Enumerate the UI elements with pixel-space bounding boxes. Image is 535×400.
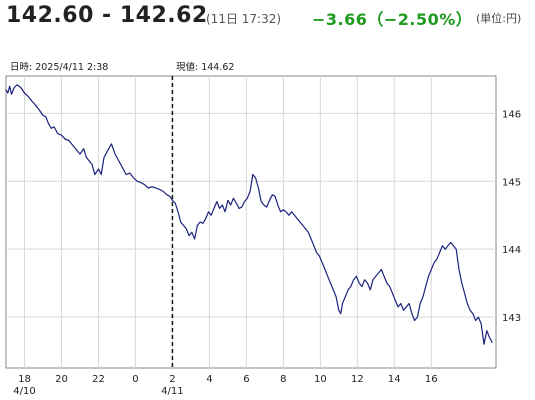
- x-tick-label: 10: [314, 374, 327, 385]
- y-tick-label: 145: [502, 177, 521, 188]
- cursor-datetime: 日時: 2025/4/11 2:38: [10, 62, 109, 73]
- x-tick-label: 20: [55, 374, 68, 385]
- x-tick-label: 6: [243, 374, 249, 385]
- cursor-value: 現値: 144.62: [176, 62, 235, 73]
- date-label: 4/10: [13, 386, 35, 397]
- x-tick-label: 22: [92, 374, 105, 385]
- unit-label: (単位:円): [476, 12, 522, 25]
- quote-timestamp: (11日 17:32): [206, 12, 282, 26]
- x-tick-label: 0: [132, 374, 138, 385]
- price-change: −3.66（−2.50%）: [312, 10, 473, 29]
- x-tick-label: 16: [425, 374, 438, 385]
- quote-header: 142.60 - 142.62 (11日 17:32) −3.66（−2.50%…: [6, 0, 532, 36]
- x-tick-label: 4: [206, 374, 212, 385]
- x-tick-label: 2: [169, 374, 175, 385]
- x-tick-label: 12: [351, 374, 364, 385]
- x-tick-label: 14: [388, 374, 401, 385]
- x-tick-label: 18: [18, 374, 31, 385]
- x-tick-label: 8: [280, 374, 286, 385]
- y-tick-label: 143: [502, 313, 521, 324]
- date-label: 4/11: [161, 386, 183, 397]
- y-tick-label: 146: [502, 109, 521, 120]
- price-series-line: [5, 84, 493, 345]
- price-range: 142.60 - 142.62: [6, 3, 208, 28]
- plot-area: [5, 75, 497, 369]
- y-tick-label: 144: [502, 245, 521, 256]
